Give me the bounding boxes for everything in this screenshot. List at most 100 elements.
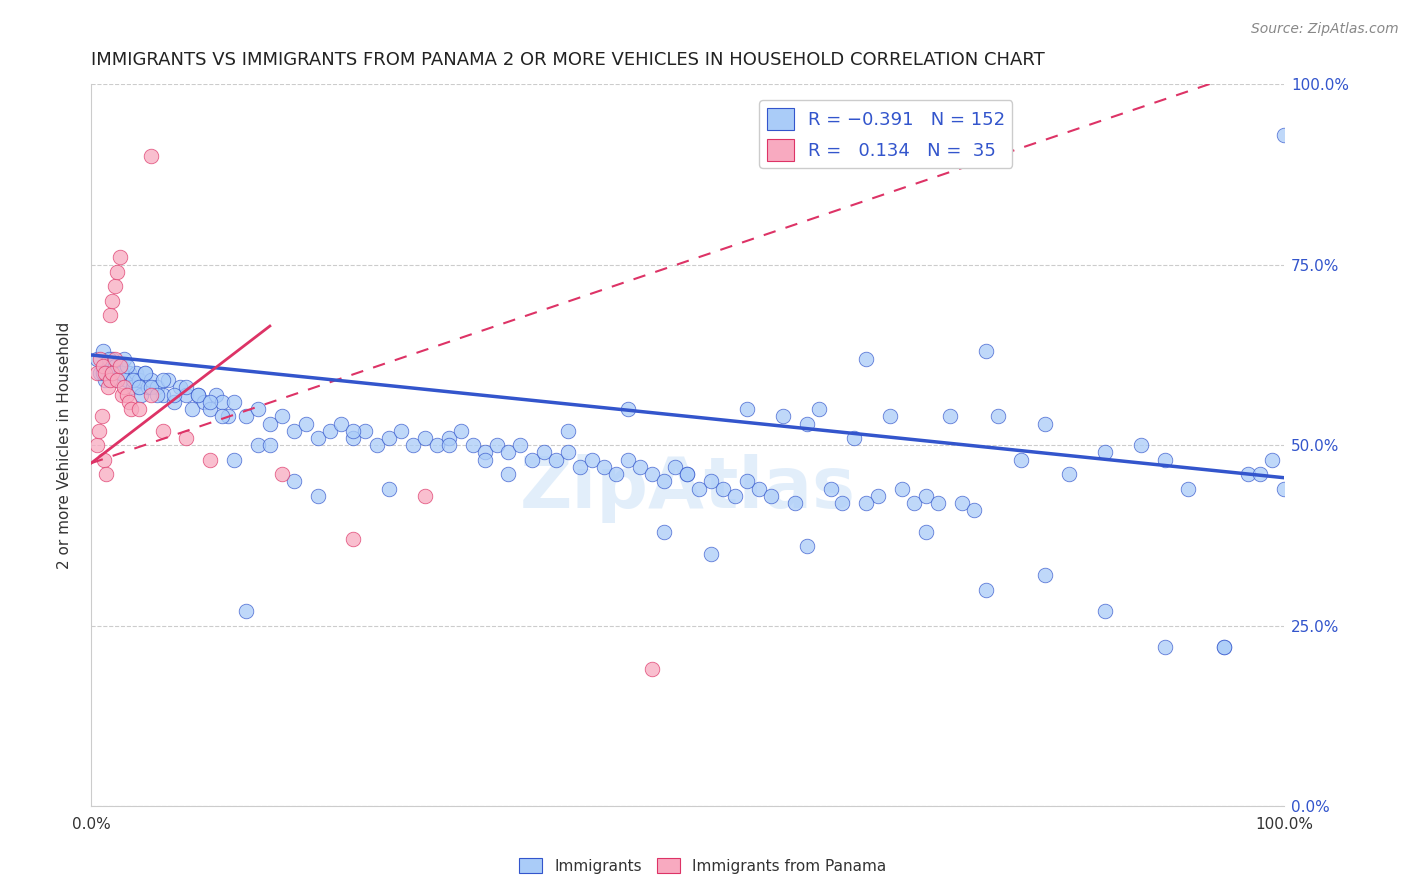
Point <box>711 482 734 496</box>
Point <box>145 380 167 394</box>
Point <box>115 387 138 401</box>
Point <box>89 351 111 366</box>
Point <box>134 366 156 380</box>
Point <box>93 452 115 467</box>
Point <box>640 662 662 676</box>
Point <box>378 431 401 445</box>
Point <box>145 387 167 401</box>
Point <box>128 402 150 417</box>
Point <box>283 475 305 489</box>
Point <box>222 395 245 409</box>
Point <box>121 373 143 387</box>
Point <box>1033 417 1056 431</box>
Point <box>640 467 662 481</box>
Point <box>152 387 174 401</box>
Point <box>89 424 111 438</box>
Point <box>974 344 997 359</box>
Point <box>200 395 222 409</box>
Point <box>294 417 316 431</box>
Point <box>735 402 758 417</box>
Point <box>97 359 120 373</box>
Point <box>187 387 209 401</box>
Point <box>108 359 131 373</box>
Point <box>108 251 131 265</box>
Point <box>115 373 138 387</box>
Point <box>89 366 111 380</box>
Point <box>759 489 782 503</box>
Point <box>86 351 108 366</box>
Point <box>163 387 186 401</box>
Point <box>104 366 127 380</box>
Legend: R = −0.391   N = 152, R =   0.134   N =  35: R = −0.391 N = 152, R = 0.134 N = 35 <box>759 101 1012 168</box>
Point <box>128 380 150 394</box>
Point <box>927 496 949 510</box>
Point <box>581 452 603 467</box>
Point <box>557 445 579 459</box>
Point <box>963 503 986 517</box>
Point <box>217 409 239 424</box>
Point <box>187 387 209 401</box>
Point <box>1129 438 1152 452</box>
Point <box>200 402 222 417</box>
Point <box>616 452 638 467</box>
Point <box>121 402 143 417</box>
Point <box>605 467 627 481</box>
Point <box>557 424 579 438</box>
Point <box>796 539 818 553</box>
Point <box>307 489 329 503</box>
Point <box>1272 128 1295 142</box>
Point <box>211 409 233 424</box>
Point <box>950 496 973 510</box>
Point <box>270 467 292 481</box>
Point <box>97 366 120 380</box>
Point <box>593 459 616 474</box>
Point <box>628 459 651 474</box>
Point <box>652 475 675 489</box>
Point <box>318 424 340 438</box>
Point <box>1272 482 1295 496</box>
Point <box>1153 452 1175 467</box>
Point <box>129 387 152 401</box>
Point <box>91 344 114 359</box>
Point <box>844 431 866 445</box>
Point <box>157 373 180 387</box>
Point <box>128 373 150 387</box>
Point <box>855 351 877 366</box>
Point <box>522 452 544 467</box>
Point <box>97 380 120 394</box>
Point <box>437 438 460 452</box>
Text: Source: ZipAtlas.com: Source: ZipAtlas.com <box>1251 22 1399 37</box>
Point <box>1213 640 1236 655</box>
Point <box>1010 452 1032 467</box>
Point <box>110 359 132 373</box>
Point <box>96 467 118 481</box>
Point <box>91 359 114 373</box>
Point <box>101 366 124 380</box>
Point <box>461 438 484 452</box>
Point <box>169 380 191 394</box>
Y-axis label: 2 or more Vehicles in Household: 2 or more Vehicles in Household <box>58 322 72 569</box>
Point <box>259 417 281 431</box>
Point <box>101 293 124 308</box>
Point <box>413 489 436 503</box>
Point <box>176 431 198 445</box>
Point <box>987 409 1010 424</box>
Text: ZipAtlas: ZipAtlas <box>519 454 855 523</box>
Point <box>700 475 723 489</box>
Point <box>772 409 794 424</box>
Point <box>211 395 233 409</box>
Point <box>366 438 388 452</box>
Point <box>676 467 699 481</box>
Point <box>136 380 159 394</box>
Point <box>235 409 257 424</box>
Point <box>152 424 174 438</box>
Point <box>342 424 364 438</box>
Point <box>903 496 925 510</box>
Point <box>1261 452 1284 467</box>
Point <box>820 482 842 496</box>
Point <box>125 366 148 380</box>
Point <box>402 438 425 452</box>
Point <box>205 387 228 401</box>
Point <box>193 395 215 409</box>
Point <box>112 351 135 366</box>
